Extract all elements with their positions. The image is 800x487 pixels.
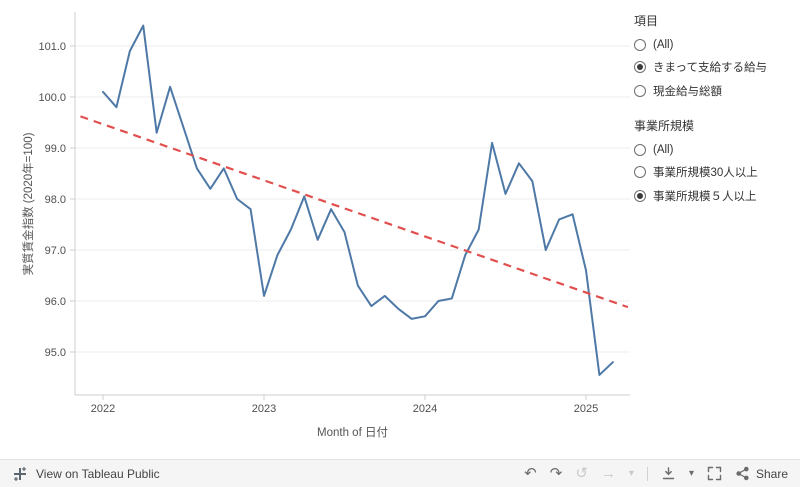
download-icon: [662, 467, 675, 480]
radio-selected-icon[interactable]: [634, 190, 646, 202]
redo-icon[interactable]: [550, 466, 563, 481]
fullscreen-icon: [707, 466, 722, 481]
filter-option-label: (All): [653, 144, 674, 156]
x-tick-label: 2023: [252, 403, 276, 415]
y-tick-label: 99.0: [45, 143, 66, 155]
fullscreen-button[interactable]: [707, 466, 722, 481]
radio-selected-icon[interactable]: [634, 61, 646, 73]
filter-title-item: 項目: [634, 14, 659, 28]
filter-option-label: 事業所規模５人以上: [653, 191, 757, 203]
y-tick-label: 95.0: [45, 347, 66, 359]
filter-option-1-0[interactable]: (All): [634, 140, 796, 160]
x-tick-label: 2024: [413, 403, 437, 415]
tableau-logo-icon: [14, 466, 26, 481]
replay-icon[interactable]: [575, 466, 588, 481]
filter-section-establishment-size: 事業所規模 (All) 事業所規模30人以上 事業所規模５人以上: [634, 117, 796, 208]
filter-title-establishment-size: 事業所規模: [634, 119, 695, 133]
filter-option-0-1[interactable]: きまって支給する給与: [634, 55, 796, 79]
radio-unselected-icon[interactable]: [634, 39, 646, 51]
filter-option-label: きまって支給する給与: [653, 62, 767, 74]
filter-option-0-0[interactable]: (All): [634, 35, 796, 55]
filter-option-1-1[interactable]: 事業所規模30人以上: [634, 160, 796, 184]
y-tick-label: 98.0: [45, 194, 66, 206]
filter-section-item: 項目 (All) きまって支給する給与 現金給与総額: [634, 12, 796, 103]
line-chart: 95.0 96.0 97.0 98.0 99.0 100.0 101.0 2022 2023 20…: [38, 12, 630, 415]
y-tick-label: 97.0: [45, 245, 66, 257]
y-tick-label: 100.0: [38, 92, 66, 104]
caret-down-icon[interactable]: [629, 469, 634, 479]
forward-icon[interactable]: [601, 466, 616, 481]
x-tick-label: 2025: [574, 403, 598, 415]
y-axis-title: 実質賃金指数 (2020年=100): [23, 132, 35, 276]
download-caret-icon[interactable]: [689, 469, 694, 479]
wage-index-line[interactable]: [102, 24, 614, 376]
view-on-tableau-public-link[interactable]: View on Tableau Public: [12, 466, 160, 482]
x-tick-label: 2022: [91, 403, 115, 415]
undo-icon[interactable]: [524, 466, 537, 481]
filter-option-label: 事業所規模30人以上: [653, 167, 758, 179]
filter-option-0-2[interactable]: 現金給与総額: [634, 79, 796, 103]
radio-unselected-icon[interactable]: [634, 166, 646, 178]
x-axis-title: Month of 日付: [317, 427, 388, 439]
radio-unselected-icon[interactable]: [634, 144, 646, 156]
filter-option-1-2[interactable]: 事業所規模５人以上: [634, 184, 796, 208]
filter-panel: 項目 (All) きまって支給する給与 現金給与総額 事業所規模 (All) 事業所規…: [634, 8, 796, 208]
filter-option-label: 現金給与総額: [653, 86, 722, 98]
share-label: Share: [755, 466, 788, 481]
filter-option-label: (All): [653, 39, 674, 51]
toolbar-divider: [646, 466, 648, 481]
y-tick-label: 101.0: [38, 41, 66, 53]
filter-options-item: (All) きまって支給する給与 現金給与総額: [634, 35, 796, 103]
y-tick-label: 96.0: [45, 296, 66, 308]
share-button[interactable]: Share: [735, 466, 788, 481]
brand-label: View on Tableau Public: [36, 466, 160, 481]
download-button[interactable]: [661, 466, 676, 481]
share-icon: [736, 466, 749, 481]
tableau-toolbar: View on Tableau Public: [0, 459, 800, 487]
toolbar-tools: Share: [524, 466, 788, 481]
radio-unselected-icon[interactable]: [634, 85, 646, 97]
trend-line: [80, 115, 629, 309]
filter-options-establishment-size: (All) 事業所規模30人以上 事業所規模５人以上: [634, 140, 796, 208]
